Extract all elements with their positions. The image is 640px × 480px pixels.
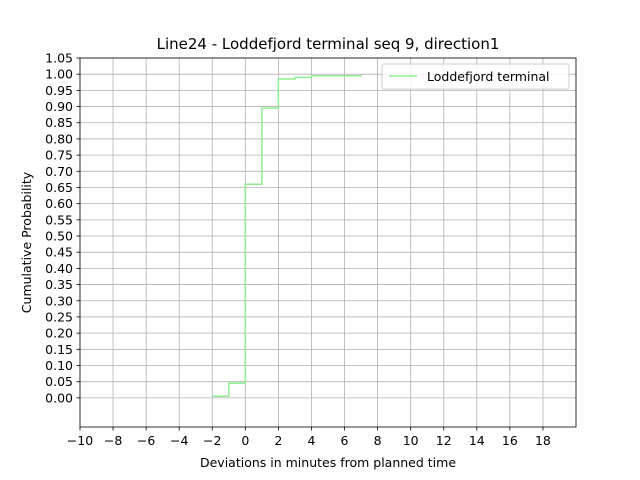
series-layer: [212, 74, 362, 397]
x-axis-label: Deviations in minutes from planned time: [200, 455, 456, 470]
y-tick-label: 0.10: [45, 358, 73, 373]
x-tick-label: 4: [307, 433, 315, 448]
x-tick-label: 18: [535, 433, 551, 448]
y-tick-label: 0.15: [45, 342, 73, 357]
x-tick-label: 12: [436, 433, 452, 448]
y-axis-label: Cumulative Probability: [19, 171, 34, 313]
y-tick-label: 0.80: [45, 131, 73, 146]
y-tick-label: 0.00: [45, 390, 73, 405]
x-axis: −10 −8 −6 −4 −2 0 2 4 6 8 10 12 14 16 18: [67, 427, 551, 448]
x-tick-label: 16: [502, 433, 518, 448]
y-tick-label: 0.90: [45, 99, 73, 114]
y-tick-label: 0.45: [45, 245, 73, 260]
chart-title: Line24 - Loddefjord terminal seq 9, dire…: [157, 35, 500, 53]
y-tick-label: 0.40: [45, 261, 73, 276]
series-line: [212, 74, 362, 397]
x-tick-label: −10: [67, 433, 93, 448]
y-tick-label: 1.00: [45, 67, 73, 82]
x-tick-label: 0: [241, 433, 249, 448]
plot-frame: [79, 57, 577, 428]
x-tick-label: 8: [374, 433, 382, 448]
y-tick-label: 0.20: [45, 326, 73, 341]
x-tick-label: −2: [203, 433, 221, 448]
y-tick-label: 0.25: [45, 309, 73, 324]
y-axis: 0.000.050.100.150.20 0.250.300.350.400.45…: [45, 51, 80, 405]
x-tick-label: 6: [341, 433, 349, 448]
y-tick-label: 0.60: [45, 196, 73, 211]
y-tick-label: 1.05: [45, 51, 73, 66]
legend-box: [381, 63, 570, 90]
y-tick-label: 0.85: [45, 115, 73, 130]
x-tick-label: −6: [137, 433, 155, 448]
x-tick-label: −8: [104, 433, 122, 448]
y-tick-label: 0.05: [45, 374, 73, 389]
y-tick-label: 0.70: [45, 164, 73, 179]
x-tick-label: −4: [170, 433, 188, 448]
y-tick-label: 0.95: [45, 83, 73, 98]
x-tick-label: 14: [469, 433, 485, 448]
y-tick-label: 0.30: [45, 293, 73, 308]
x-tick-label: 2: [274, 433, 282, 448]
legend-label: Loddefjord terminal: [427, 69, 550, 84]
y-tick-label: 0.50: [45, 229, 73, 244]
y-tick-label: 0.75: [45, 148, 73, 163]
x-tick-label: 10: [403, 433, 419, 448]
y-tick-label: 0.35: [45, 277, 73, 292]
y-tick-label: 0.55: [45, 212, 73, 227]
legend: Loddefjord terminal: [381, 63, 570, 90]
y-tick-label: 0.65: [45, 180, 73, 195]
